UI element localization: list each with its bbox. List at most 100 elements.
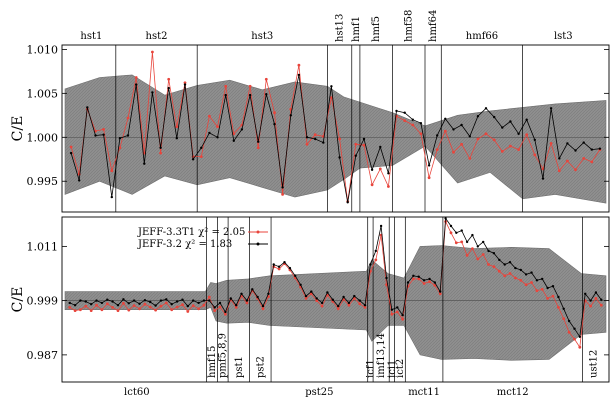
data-point xyxy=(549,142,553,145)
data-point xyxy=(111,306,114,309)
data-point xyxy=(256,295,259,299)
data-point xyxy=(582,157,586,160)
group-label: imf13,14 xyxy=(376,333,387,378)
data-point xyxy=(159,304,163,308)
data-point xyxy=(234,306,238,309)
data-point xyxy=(396,306,399,309)
series-line xyxy=(70,74,600,203)
data-point xyxy=(460,123,463,127)
data-point xyxy=(370,183,374,187)
data-point xyxy=(105,302,109,306)
data-point xyxy=(379,224,383,228)
data-point xyxy=(358,302,362,306)
data-point xyxy=(134,76,138,79)
data-point xyxy=(460,240,464,244)
data-point xyxy=(533,138,536,142)
data-point xyxy=(164,301,168,305)
data-point xyxy=(94,134,97,137)
data-point xyxy=(111,300,114,303)
data-point xyxy=(297,73,301,77)
data-point xyxy=(484,132,488,136)
data-point xyxy=(127,302,130,305)
data-point xyxy=(427,176,431,180)
data-point xyxy=(272,263,275,266)
data-point xyxy=(387,185,390,188)
data-point xyxy=(281,193,284,196)
data-point xyxy=(283,261,286,264)
data-point xyxy=(122,301,125,305)
data-point xyxy=(207,295,211,299)
data-point xyxy=(267,292,270,295)
data-point xyxy=(449,231,453,235)
data-point xyxy=(100,308,104,312)
data-point xyxy=(261,304,265,308)
data-point xyxy=(224,312,227,316)
data-point xyxy=(132,304,136,307)
data-point xyxy=(273,111,276,115)
data-point xyxy=(452,150,455,154)
data-point xyxy=(411,118,414,121)
data-point xyxy=(143,299,147,302)
data-point xyxy=(132,299,136,302)
group-label: pmf5,8,9 xyxy=(218,333,229,378)
data-point xyxy=(175,125,179,129)
data-point xyxy=(159,151,163,155)
data-point xyxy=(500,150,504,153)
data-point xyxy=(240,128,244,131)
data-point xyxy=(443,129,447,133)
data-point xyxy=(509,144,512,148)
data-point xyxy=(487,249,490,253)
data-point xyxy=(151,91,154,94)
data-point xyxy=(497,269,501,273)
data-point xyxy=(573,327,576,330)
data-point xyxy=(589,304,592,308)
data-point xyxy=(248,84,252,88)
data-point xyxy=(102,133,105,136)
group-label: hmf58 xyxy=(404,10,415,42)
data-point xyxy=(584,292,587,295)
data-point xyxy=(305,142,309,146)
group-label: hmf64 xyxy=(428,10,439,42)
data-point xyxy=(476,245,479,248)
data-point xyxy=(181,298,184,301)
data-point xyxy=(412,274,415,277)
data-point xyxy=(401,317,404,321)
data-point xyxy=(444,117,447,121)
data-point xyxy=(465,240,469,244)
data-point xyxy=(116,309,120,312)
data-point xyxy=(390,308,394,311)
data-point xyxy=(574,168,577,172)
data-point xyxy=(197,307,201,311)
data-point xyxy=(224,93,227,97)
data-point xyxy=(514,266,517,270)
data-point xyxy=(378,167,382,171)
data-point xyxy=(248,93,252,97)
data-point xyxy=(471,247,474,251)
data-point xyxy=(261,307,265,311)
group-label: ust12 xyxy=(588,350,599,378)
data-point xyxy=(530,281,533,284)
data-point xyxy=(151,50,154,54)
data-point xyxy=(106,298,109,301)
group-label: pst25 xyxy=(305,387,333,398)
data-point xyxy=(208,131,211,135)
data-point xyxy=(245,301,249,305)
data-point xyxy=(191,158,195,161)
data-point xyxy=(417,277,421,281)
data-point xyxy=(143,302,147,306)
data-point xyxy=(508,261,512,264)
data-point xyxy=(138,302,141,305)
data-point xyxy=(374,258,378,262)
plot-frame xyxy=(61,216,610,383)
data-point xyxy=(299,283,302,286)
data-point xyxy=(566,142,569,145)
data-point xyxy=(186,310,190,313)
data-point xyxy=(118,137,122,140)
data-point xyxy=(304,297,308,300)
data-point xyxy=(213,309,217,312)
data-point xyxy=(199,155,203,159)
data-point xyxy=(590,160,594,164)
data-point xyxy=(213,306,216,309)
data-point xyxy=(395,109,398,113)
data-point xyxy=(69,151,73,155)
